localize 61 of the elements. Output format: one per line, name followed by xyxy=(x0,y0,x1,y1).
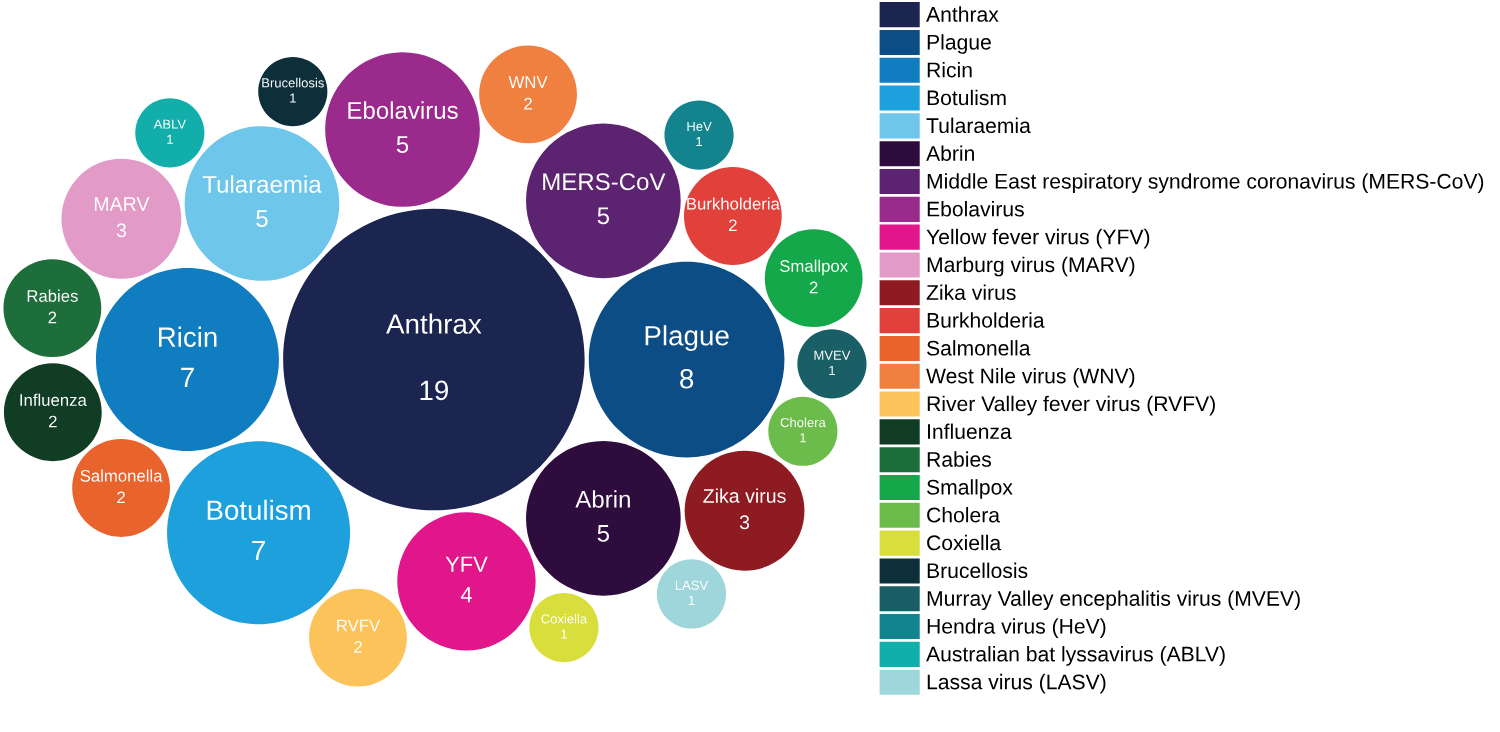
category-label: Burkholderia xyxy=(687,197,780,210)
legend-label: River Valley fever virus (RVFV) xyxy=(927,395,1215,416)
data-label: 2 xyxy=(524,97,532,110)
data-label: 2 xyxy=(117,491,125,504)
category-label: Ricin xyxy=(158,326,217,347)
data-label: 19 xyxy=(420,380,449,401)
category-label: Botulism xyxy=(207,499,310,521)
legend-label: Coxiella xyxy=(927,534,1002,551)
category-label: YFV xyxy=(445,556,488,572)
data-label: 8 xyxy=(680,368,694,389)
legend-label: Smallpox xyxy=(927,479,1013,499)
legend-label: Burkholderia xyxy=(927,312,1045,328)
legend-label: Ricin xyxy=(927,61,972,78)
legend-label: Cholera xyxy=(927,506,1000,523)
data-label: 2 xyxy=(48,311,57,324)
data-label: 2 xyxy=(354,641,362,653)
category-label: Ebolavirus xyxy=(348,101,458,119)
category-label: Tularaemia xyxy=(202,175,322,193)
data-label: 5 xyxy=(597,207,610,225)
legend-label: Marburg virus (MARV) xyxy=(927,256,1135,277)
legend-label: Abrin xyxy=(926,145,974,161)
category-label: MARV xyxy=(94,197,150,211)
legend-label: Tularaemia xyxy=(926,117,1031,134)
category-label: Anthrax xyxy=(386,313,482,334)
data-label: 2 xyxy=(49,415,57,428)
category-label: Zika virus xyxy=(703,488,786,503)
category-label: Influenza xyxy=(20,393,87,406)
data-label: 2 xyxy=(809,281,818,294)
category-label: RVFV xyxy=(337,619,381,632)
legend-label: Rabies xyxy=(927,451,992,467)
data-label: 4 xyxy=(460,587,472,603)
data-label: 5 xyxy=(597,525,610,542)
legend-label: Plague xyxy=(927,34,991,54)
legend-label: Anthrax xyxy=(926,6,999,22)
legend-label: Middle East respiratory syndrome coronavirus (MERS-CoV) xyxy=(927,173,1484,193)
category-label: Smallpox xyxy=(780,259,848,276)
legend-label: Ebolavirus xyxy=(927,201,1024,217)
legend-label: West Nile virus (WNV) xyxy=(926,367,1135,388)
data-label: 3 xyxy=(739,515,750,530)
legend-label: Australian bat lyssavirus (ABLV) xyxy=(926,646,1225,666)
legend-label: Murray Valley encephalitis virus (MVEV) xyxy=(927,590,1300,611)
category-label: Plague xyxy=(645,325,729,352)
legend-label: Influenza xyxy=(928,423,1012,440)
category-label: Rabies xyxy=(27,289,78,302)
data-label: 5 xyxy=(256,210,268,227)
legend-label: Botulism xyxy=(927,89,1006,106)
category-label: Abrin xyxy=(575,490,630,508)
category-label: MERS-CoV xyxy=(543,173,666,191)
data-label: 2 xyxy=(729,219,737,232)
data-label: 7 xyxy=(181,367,194,387)
category-label: Salmonella xyxy=(80,469,163,482)
data-label: 5 xyxy=(396,136,409,153)
category-label: WNV xyxy=(508,76,548,88)
legend-label: Hendra virus (HeV) xyxy=(927,618,1106,638)
legend-label: Zika virus xyxy=(926,284,1016,300)
legend-label: Brucellosis xyxy=(927,562,1028,579)
data-label: 3 xyxy=(116,223,126,238)
legend-label: Yellow fever virus (YFV) xyxy=(926,228,1150,249)
legend-label: Lassa virus (LASV) xyxy=(927,673,1106,694)
legend-label: Salmonella xyxy=(927,340,1031,356)
data-label: 7 xyxy=(252,540,265,561)
